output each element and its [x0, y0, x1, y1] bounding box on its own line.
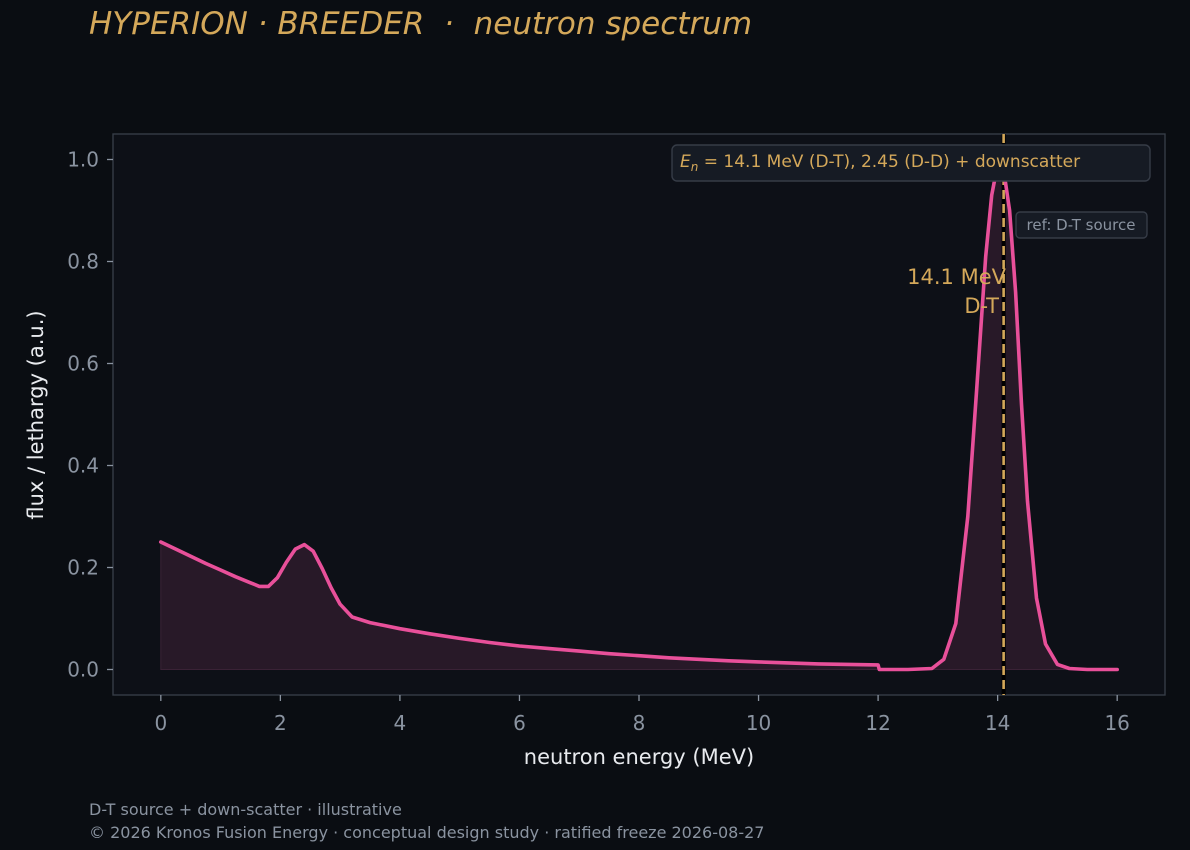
tick-labels: 0 2 4 6 8 10 12 14 16 0.0 0.2 0.4 0.6 0.8 1.0 — [67, 148, 1130, 736]
annotation-box: En = 14.1 MeV (D-T), 2.45 (D-D) + downsc… — [671, 144, 1151, 182]
peak-label-energy: 14.1 MeV — [907, 265, 1006, 289]
y-axis-label: flux / lethargy (a.u.) — [24, 310, 48, 519]
y-tick-label: 0.0 — [67, 658, 99, 682]
x-tick-label: 16 — [1104, 711, 1129, 735]
spectrum-line — [159, 162, 1119, 672]
footer-caption: D-T source + down-scatter · illustrative — [89, 800, 402, 819]
x-tick-label: 14 — [985, 711, 1010, 735]
x-tick-label: 8 — [633, 711, 646, 735]
chart-svg: 0 2 4 6 8 10 12 14 16 0.0 0.2 0.4 0.6 0.8 1.0 neutron … — [24, 133, 1166, 769]
footer-copyright: © 2026 Kronos Fusion Energy · conceptual… — [89, 823, 765, 842]
y-tick-label: 0.6 — [67, 352, 99, 376]
x-tick-label: 12 — [865, 711, 890, 735]
y-tick-label: 0.4 — [67, 454, 99, 478]
ref-box: ref: D-T source — [1015, 211, 1148, 239]
y-tick-label: 1.0 — [67, 148, 99, 172]
x-tick-label: 4 — [394, 711, 407, 735]
x-axis-label: neutron energy (MeV) — [524, 745, 754, 769]
x-tick-label: 2 — [274, 711, 287, 735]
y-tick-label: 0.8 — [67, 250, 99, 274]
series-line — [159, 162, 1119, 672]
axis-ticks — [107, 158, 1118, 701]
x-tick-label: 0 — [154, 711, 167, 735]
annotation-text: En = 14.1 MeV (D-T), 2.45 (D-D) + downsc… — [680, 152, 1080, 174]
peak-label-reaction: D-T — [964, 294, 999, 318]
x-tick-label: 10 — [746, 711, 771, 735]
ref-text: ref: D-T source — [1027, 216, 1136, 234]
chart-title: HYPERION · BREEDER · neutron spectrum — [89, 6, 753, 42]
x-tick-label: 6 — [513, 711, 526, 735]
y-tick-label: 0.2 — [67, 556, 99, 580]
